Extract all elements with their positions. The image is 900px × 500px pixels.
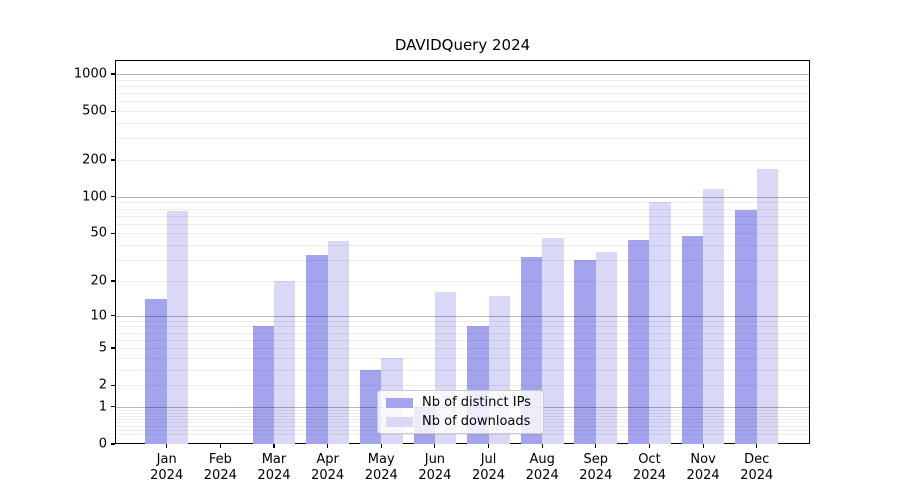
- x-tick-mark: [273, 444, 275, 448]
- y-tick-mark: [111, 196, 115, 198]
- bar-nb-of-distinct-ips-apr: [306, 255, 328, 444]
- y-tick-mark: [111, 384, 115, 386]
- bar-nb-of-distinct-ips-nov: [681, 235, 704, 444]
- bar-nb-of-downloads-mar: [273, 280, 296, 444]
- legend-label-downloads: Nb of downloads: [422, 414, 531, 429]
- bar-nb-of-distinct-ips-dec: [735, 210, 757, 444]
- x-tick-label-jan: Jan 2024: [150, 452, 184, 483]
- x-tick-label-may: May 2024: [364, 452, 398, 483]
- x-tick-mark: [380, 444, 382, 448]
- y-tick-label: 2: [98, 377, 107, 393]
- y-tick-mark: [111, 232, 115, 235]
- y-tick-label: 1000: [73, 66, 107, 82]
- x-tick-mark: [487, 444, 490, 448]
- y-tick-label: 500: [82, 103, 107, 119]
- y-tick-mark: [111, 314, 115, 317]
- y-tick-label: 20: [90, 273, 107, 289]
- x-tick-label-oct: Oct 2024: [632, 452, 666, 483]
- x-tick-label-nov: Nov 2024: [686, 452, 720, 483]
- x-tick-label-dec: Dec 2024: [740, 452, 774, 483]
- y-tick-mark: [111, 347, 115, 349]
- x-tick-mark: [595, 444, 597, 448]
- bar-nb-of-distinct-ips-jan: [145, 298, 167, 444]
- x-tick-mark: [434, 444, 436, 448]
- chart-title: DAVIDQuery 2024: [394, 36, 531, 54]
- y-tick-mark: [111, 73, 115, 75]
- x-tick-mark: [702, 444, 704, 448]
- x-tick-mark: [166, 444, 168, 448]
- legend-swatch-downloads: [386, 416, 413, 427]
- bar-nb-of-downloads-oct: [649, 202, 671, 444]
- bar-nb-of-downloads-sep: [595, 252, 618, 444]
- x-tick-label-jul: Jul 2024: [471, 452, 506, 483]
- x-tick-mark: [327, 444, 329, 448]
- x-tick-label-sep: Sep 2024: [579, 452, 613, 483]
- bar-nb-of-downloads-jan: [166, 210, 189, 444]
- x-tick-label-apr: Apr 2024: [311, 452, 345, 483]
- y-tick-label: 200: [82, 152, 107, 168]
- legend-swatch-distinct-ips: [386, 397, 413, 408]
- legend-label-distinct-ips: Nb of distinct IPs: [422, 395, 531, 410]
- bar-nb-of-downloads-dec: [756, 168, 779, 444]
- y-tick-label: 100: [82, 189, 107, 205]
- y-tick-label: 10: [90, 308, 107, 324]
- bar-nb-of-downloads-aug: [542, 237, 564, 444]
- bar-nb-of-distinct-ips-mar: [252, 326, 274, 444]
- bar-nb-of-downloads-nov: [703, 189, 725, 444]
- bar-nb-of-distinct-ips-sep: [574, 260, 596, 444]
- y-tick-mark: [111, 406, 115, 408]
- x-tick-mark: [756, 444, 758, 448]
- x-tick-label-mar: Mar 2024: [257, 452, 291, 483]
- legend-item-downloads: Nb of downloads: [386, 414, 535, 429]
- legend-item-distinct-ips: Nb of distinct IPs: [386, 395, 535, 410]
- x-tick-label-aug: Aug 2024: [525, 452, 559, 483]
- y-tick-label: 50: [90, 225, 107, 241]
- x-tick-mark: [219, 444, 221, 448]
- y-tick-mark: [111, 280, 115, 282]
- legend: Nb of distinct IPs Nb of downloads: [377, 390, 544, 434]
- y-tick-label: 1: [98, 399, 107, 415]
- y-tick-mark: [111, 443, 115, 445]
- y-tick-mark: [111, 110, 115, 112]
- x-tick-label-jun: Jun 2024: [418, 452, 452, 483]
- x-tick-mark: [648, 444, 651, 448]
- y-tick-label: 0: [98, 436, 107, 452]
- bar-nb-of-downloads-apr: [327, 241, 349, 444]
- bar-nb-of-distinct-ips-oct: [628, 240, 650, 444]
- y-tick-mark: [111, 159, 115, 161]
- x-tick-label-feb: Feb 2024: [203, 452, 237, 483]
- y-tick-label: 5: [98, 340, 107, 356]
- x-tick-mark: [541, 444, 543, 448]
- bar-nb-of-distinct-ips-may: [359, 369, 382, 444]
